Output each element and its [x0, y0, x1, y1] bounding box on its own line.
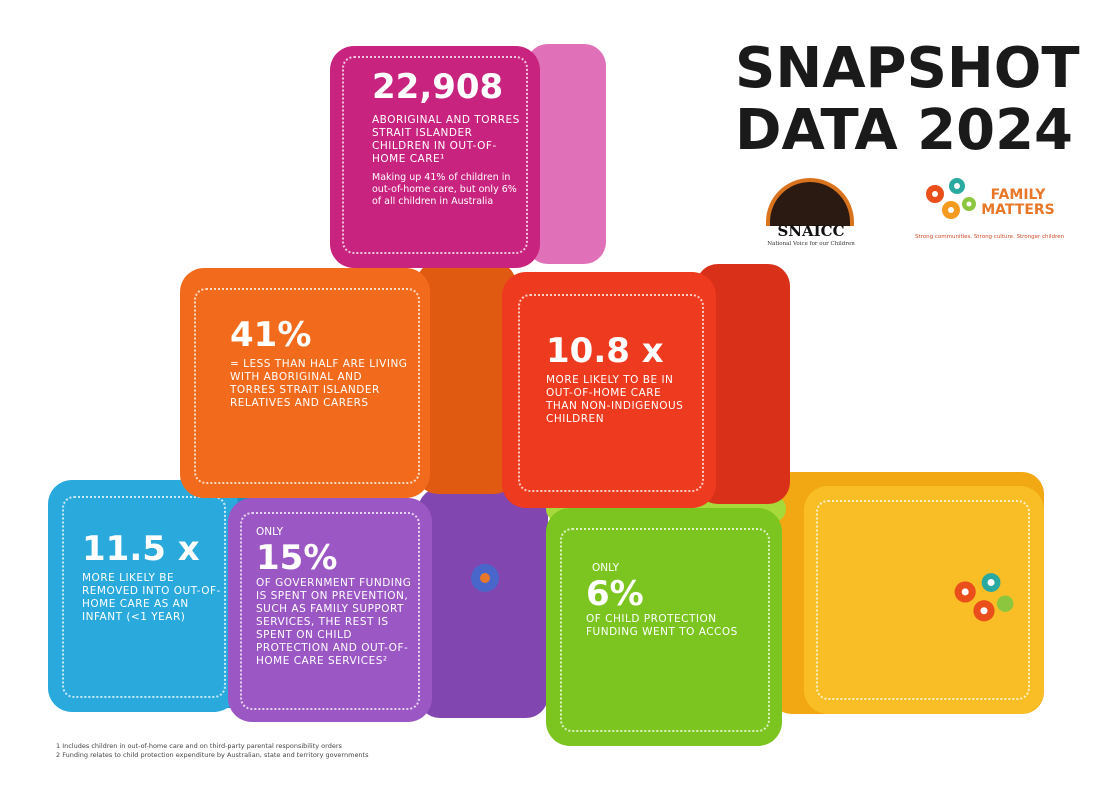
title-line-1: SNAPSHOT: [735, 36, 1080, 101]
cube-orange: 41% = LESS THAN HALF ARE LIVING WITH ABO…: [180, 262, 516, 498]
snaicc-emblem-icon: [766, 178, 854, 226]
fm-word-1: FAMILY: [990, 187, 1046, 203]
purple-prefix: ONLY: [256, 526, 283, 538]
magenta-caption: ABORIGINAL AND TORRES STRAIT ISLANDER CH…: [372, 114, 520, 165]
purple-stat: 15%: [256, 538, 338, 578]
page-title: SNAPSHOT DATA 2024: [735, 36, 1080, 163]
family-hands-icon: [926, 178, 976, 219]
snaicc-wordmark: SNAICC: [777, 222, 845, 240]
hand-emblem-icon: [471, 564, 499, 592]
purple-caption: OF GOVERNMENT FUNDING IS SPENT ON PREVEN…: [256, 577, 412, 667]
cube-red: 10.8 x MORE LIKELY TO BE IN OUT-OF-HOME …: [502, 264, 790, 508]
blue-stat: 11.5 x: [82, 529, 200, 569]
cube-yellow: [770, 472, 1044, 714]
snaicc-tagline: National Voice for our Children: [767, 241, 855, 247]
footnote-1: 1 Includes children in out-of-home care …: [56, 742, 342, 750]
green-stat: 6%: [586, 574, 644, 614]
cube-purple: ONLY 15% OF GOVERNMENT FUNDING IS SPENT …: [228, 488, 548, 722]
blue-caption: MORE LIKELY BE REMOVED INTO OUT-OF-HOME …: [82, 572, 221, 623]
cube-green: ONLY 6% OF CHILD PROTECTION FUNDING WENT…: [546, 496, 786, 746]
red-caption: MORE LIKELY TO BE IN OUT-OF-HOME CARE TH…: [546, 374, 684, 425]
cube-magenta: 22,908 ABORIGINAL AND TORRES STRAIT ISLA…: [330, 44, 606, 268]
orange-caption: = LESS THAN HALF ARE LIVING WITH ABORIGI…: [230, 358, 408, 409]
footnote-2: 2 Funding relates to child protection ex…: [56, 751, 369, 759]
family-hands-icon: [954, 573, 1014, 622]
footnotes: 1 Includes children in out-of-home care …: [56, 742, 369, 760]
family-matters-wordmark: FAMILY MATTERS: [973, 188, 1063, 218]
red-stat: 10.8 x: [546, 331, 664, 371]
green-caption: OF CHILD PROTECTION FUNDING WENT TO ACCO…: [586, 613, 738, 638]
fm-word-2: MATTERS: [981, 202, 1055, 218]
orange-stat: 41%: [230, 315, 312, 355]
family-matters-tagline: Strong communities. Strong culture. Stro…: [915, 234, 1065, 240]
family-matters-logo: FAMILY MATTERS Strong communities. Stron…: [915, 170, 1065, 248]
magenta-note: Making up 41% of children in out-of-home…: [372, 172, 517, 207]
snaicc-logo: SNAICC National Voice for our Children: [762, 178, 860, 253]
title-line-2: DATA 2024: [735, 98, 1074, 163]
green-prefix: ONLY: [592, 562, 619, 574]
magenta-stat: 22,908: [372, 67, 504, 107]
